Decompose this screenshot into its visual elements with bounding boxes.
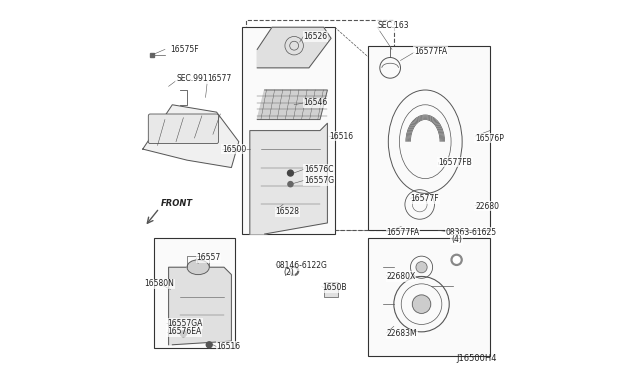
Polygon shape: [250, 123, 328, 234]
Text: 16580N: 16580N: [145, 279, 175, 288]
Text: 16577F: 16577F: [410, 195, 439, 203]
Polygon shape: [168, 267, 232, 345]
Text: 16577FB: 16577FB: [438, 157, 472, 167]
Text: 16557G: 16557G: [304, 176, 334, 185]
Text: (2): (2): [283, 268, 294, 277]
Ellipse shape: [187, 260, 209, 275]
Circle shape: [287, 170, 293, 176]
Circle shape: [292, 269, 296, 273]
Text: 16526: 16526: [303, 32, 328, 41]
Bar: [324, 282, 339, 297]
Circle shape: [453, 257, 460, 263]
Bar: [368, 238, 490, 356]
Text: 16576C: 16576C: [304, 165, 333, 174]
Circle shape: [416, 262, 427, 273]
Text: 16516: 16516: [216, 342, 241, 351]
Bar: [154, 238, 235, 349]
Text: 22680X: 22680X: [387, 272, 416, 281]
Circle shape: [180, 331, 186, 337]
Circle shape: [451, 254, 462, 265]
Bar: [246, 20, 394, 230]
Text: 16577FA: 16577FA: [414, 47, 447, 56]
Bar: [243, 27, 335, 234]
Polygon shape: [143, 105, 239, 167]
Text: 08363-61625: 08363-61625: [445, 228, 497, 237]
Text: 16557: 16557: [196, 253, 221, 263]
Polygon shape: [257, 90, 328, 119]
Text: SEC.991: SEC.991: [176, 74, 207, 83]
Text: 22683M: 22683M: [387, 329, 417, 338]
Text: 16516: 16516: [329, 132, 353, 141]
Text: 16528: 16528: [276, 207, 300, 217]
Circle shape: [206, 342, 212, 348]
Text: 16577: 16577: [207, 74, 232, 83]
Bar: [368, 46, 490, 230]
Text: 16577FA: 16577FA: [387, 228, 420, 237]
Text: 16576P: 16576P: [475, 134, 504, 142]
Circle shape: [290, 266, 299, 275]
Text: J16500H4: J16500H4: [457, 354, 497, 363]
Circle shape: [412, 295, 431, 313]
Text: 1650B: 1650B: [322, 283, 346, 292]
Text: 22680: 22680: [475, 202, 499, 211]
Text: 16576EA: 16576EA: [167, 327, 201, 336]
FancyBboxPatch shape: [148, 114, 218, 144]
Text: 16557GA: 16557GA: [167, 319, 202, 328]
Circle shape: [288, 182, 293, 187]
Text: (4): (4): [451, 235, 462, 244]
Text: 16575F: 16575F: [170, 45, 199, 54]
Text: FRONT: FRONT: [161, 199, 193, 208]
Text: 16500: 16500: [222, 145, 246, 154]
Text: 08146-6122G: 08146-6122G: [276, 261, 328, 270]
Text: 16546: 16546: [303, 99, 328, 108]
Text: SEC.163: SEC.163: [377, 21, 409, 30]
Polygon shape: [257, 27, 331, 68]
